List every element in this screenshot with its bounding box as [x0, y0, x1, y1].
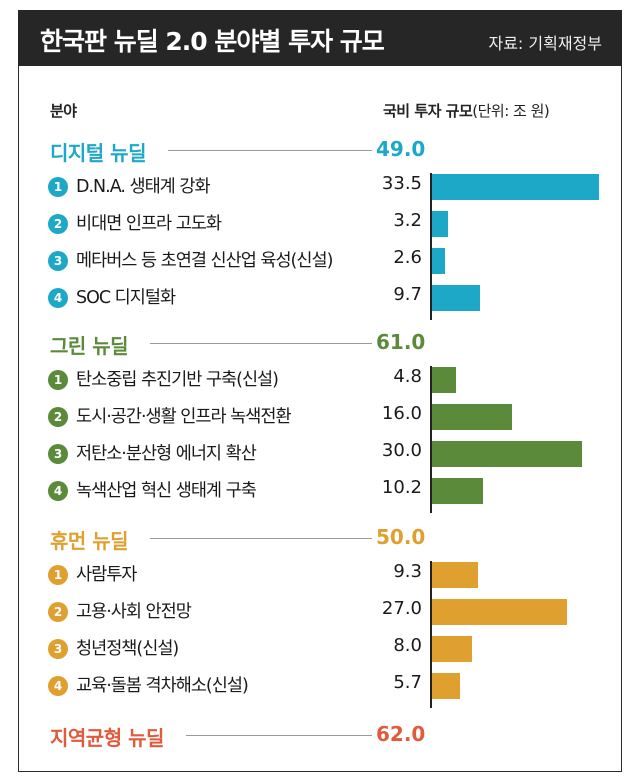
- value-axis: [430, 366, 432, 513]
- bar: [432, 211, 448, 237]
- item-number-badge: 2: [48, 407, 68, 427]
- budget-header-label: 국비 투자 규모: [383, 102, 473, 120]
- budget-column-header: 국비 투자 규모(단위: 조 원): [383, 100, 550, 121]
- bar: [432, 248, 445, 274]
- unit-label: (단위: 조 원): [472, 102, 550, 120]
- bar: [432, 441, 582, 467]
- item-number-badge: 2: [48, 214, 68, 234]
- item-label: 교육·돌봄 격차해소(신설): [76, 676, 249, 696]
- value-axis: [430, 173, 432, 320]
- bar: [432, 367, 456, 393]
- item-number-badge: 1: [48, 177, 68, 197]
- item-value: 30.0: [381, 440, 422, 461]
- section-divider-line: [186, 735, 372, 736]
- bar: [432, 599, 567, 625]
- chart-title: 한국판 뉴딜 2.0 분야별 투자 규모: [40, 27, 385, 56]
- section-name: 휴먼 뉴딜: [50, 529, 129, 553]
- item-value: 3.2: [393, 210, 422, 231]
- bar: [432, 174, 599, 200]
- item-label: 비대면 인프라 고도화: [76, 214, 222, 234]
- bar: [432, 562, 478, 588]
- item-number-badge: 3: [48, 251, 68, 271]
- item-value: 9.7: [393, 284, 422, 305]
- item-label: 탄소중립 추진기반 구축(신설): [76, 370, 279, 390]
- item-number-badge: 3: [48, 444, 68, 464]
- item-number-badge: 4: [48, 481, 68, 501]
- value-axis: [430, 561, 432, 708]
- item-number-badge: 1: [48, 370, 68, 390]
- bar: [432, 673, 460, 699]
- source-note: 자료: 기획재정부: [488, 34, 602, 53]
- section-name: 디지털 뉴딜: [50, 141, 146, 165]
- item-label: 저탄소·분산형 에너지 확산: [76, 444, 257, 464]
- header-bar: 한국판 뉴딜 2.0 분야별 투자 규모 자료: 기획재정부: [18, 10, 622, 66]
- chart-frame: [18, 10, 622, 772]
- item-label: 사람투자: [76, 565, 137, 585]
- bar: [432, 636, 472, 662]
- item-value: 33.5: [381, 173, 422, 194]
- bar: [432, 285, 480, 311]
- item-label: 녹색산업 혁신 생태계 구축: [76, 481, 257, 501]
- section-divider-line: [150, 538, 372, 539]
- item-value: 5.7: [393, 672, 422, 693]
- section-total: 49.0: [376, 137, 426, 161]
- section-total: 62.0: [376, 722, 426, 746]
- item-label: 메타버스 등 초연결 신산업 육성(신설): [76, 251, 333, 271]
- item-label: SOC 디지털화: [76, 288, 176, 308]
- section-name: 지역균형 뉴딜: [50, 726, 164, 750]
- item-number-badge: 4: [48, 288, 68, 308]
- item-label: 도시·공간·생활 인프라 녹색전환: [76, 407, 292, 427]
- item-value: 9.3: [393, 561, 422, 582]
- section-divider-line: [150, 343, 372, 344]
- section-name: 그린 뉴딜: [50, 334, 129, 358]
- item-value: 2.6: [393, 247, 422, 268]
- field-column-header: 분야: [50, 102, 77, 120]
- item-value: 8.0: [393, 635, 422, 656]
- section-total: 61.0: [376, 330, 426, 354]
- item-number-badge: 3: [48, 639, 68, 659]
- section-total: 50.0: [376, 525, 426, 549]
- item-value: 27.0: [381, 598, 422, 619]
- item-number-badge: 2: [48, 602, 68, 622]
- item-value: 16.0: [381, 403, 422, 424]
- item-label: 고용·사회 안전망: [76, 602, 192, 622]
- item-label: D.N.A. 생태계 강화: [76, 177, 211, 197]
- section-divider-line: [168, 150, 372, 151]
- item-value: 4.8: [393, 366, 422, 387]
- item-number-badge: 4: [48, 676, 68, 696]
- bar: [432, 404, 512, 430]
- item-value: 10.2: [381, 477, 422, 498]
- item-number-badge: 1: [48, 565, 68, 585]
- bar: [432, 478, 483, 504]
- item-label: 청년정책(신설): [76, 639, 179, 659]
